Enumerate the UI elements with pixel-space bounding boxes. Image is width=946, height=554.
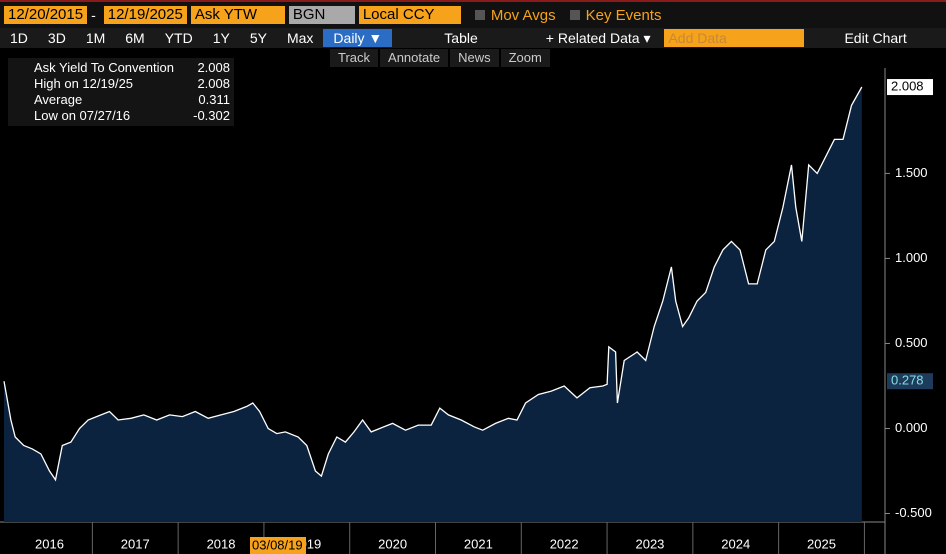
legend-value: 2.008 — [197, 60, 230, 75]
y-tick-label: 1.000 — [895, 250, 928, 265]
chart: -0.500 0.000 0.500 1.000 1.500 2016 2017 2018 20… — [0, 68, 946, 554]
x-tick-label: 2025 — [807, 536, 836, 551]
start-date[interactable]: 12/20/2015 — [4, 6, 88, 24]
y-tick-label: 0.500 — [895, 335, 928, 350]
x-tick-label: 2023 — [635, 536, 664, 551]
legend-row: Average 0.311 — [12, 92, 230, 108]
end-date[interactable]: 12/19/2025 — [103, 6, 187, 24]
value-marker — [887, 79, 933, 96]
legend-row: Low on 07/27/16 -0.302 — [12, 108, 230, 124]
legend-value: -0.302 — [193, 108, 230, 123]
button[interactable]: 1D — [10, 30, 28, 46]
tool-button[interactable]: Track — [330, 49, 379, 67]
value-marker — [887, 373, 933, 390]
crosshair-date-box — [250, 537, 306, 554]
line — [3, 86, 863, 482]
button[interactable]: 3D — [47, 30, 66, 46]
x-tick-label: 2021 — [464, 536, 493, 551]
x-tick-label: 2024 — [721, 536, 750, 551]
y-tick-label: -0.500 — [895, 505, 932, 520]
button-bar: 1D 3D 1M 6M YTD 1Y 5Y Max Daily ▼ Table + Related … — [0, 28, 946, 48]
legend-label: Ask Yield To Convention — [34, 60, 174, 75]
button[interactable]: YTD — [164, 30, 193, 46]
x-tick-label: 2022 — [550, 536, 579, 551]
x-tick-label: 2016 — [35, 536, 64, 551]
x-tick-label: 2018 — [207, 536, 236, 551]
area — [4, 87, 862, 522]
axis-strip — [0, 522, 946, 554]
legend-label: Average — [34, 92, 83, 107]
legend-label: Low on 07/27/16 — [34, 108, 131, 123]
legend-value: 2.008 — [197, 76, 230, 91]
y-tick-label: 1.500 — [895, 165, 928, 180]
button[interactable]: 1M — [85, 30, 106, 46]
x-tick-label: 2020 — [378, 536, 407, 551]
button[interactable]: Edit Chart — [844, 30, 907, 46]
tool-button[interactable]: Annotate — [380, 49, 449, 67]
legend-row: Ask Yield To Convention 2.008 — [12, 60, 230, 76]
checkbox[interactable] — [569, 10, 580, 20]
mov-avgs[interactable]: Mov Avgs — [490, 6, 556, 24]
x-tick-label: 2017 — [121, 536, 150, 551]
legend-box: Ask Yield To Convention 2.008 High on 12/1… — [8, 58, 234, 126]
source[interactable]: BGN — [288, 6, 355, 24]
button[interactable]: 6M — [125, 30, 145, 46]
button[interactable]: Add Data — [664, 29, 805, 47]
tool-bar: Track Annotate News Zoom — [0, 48, 946, 68]
toolbar: 12/20/2015 - 12/19/2025 Ask YTW BGN Loca… — [0, 0, 946, 28]
button[interactable]: Daily ▼ — [323, 29, 393, 47]
checkbox[interactable] — [474, 10, 485, 20]
button[interactable]: Table — [444, 30, 478, 46]
button[interactable]: Max — [286, 30, 314, 46]
crosshair-date: 03/08/19 — [252, 537, 303, 552]
tool-button[interactable]: Zoom — [500, 49, 550, 67]
button[interactable]: + Related Data ▾ — [545, 30, 651, 46]
field[interactable]: Ask YTW — [190, 6, 285, 24]
value-marker-label: 0.278 — [891, 373, 924, 388]
button[interactable]: 5Y — [249, 30, 267, 46]
key-events[interactable]: Key Events — [585, 6, 662, 24]
separator: - — [91, 7, 96, 23]
currency[interactable]: Local CCY — [358, 6, 461, 24]
button[interactable]: 1Y — [212, 30, 230, 46]
tool-button[interactable]: News — [450, 49, 499, 67]
y-tick-label: 0.000 — [895, 420, 928, 435]
legend-value: 0.311 — [198, 92, 230, 107]
legend-row: High on 12/19/25 2.008 — [12, 76, 230, 92]
legend-label: High on 12/19/25 — [34, 76, 134, 91]
value-marker-label: 2.008 — [891, 78, 924, 93]
